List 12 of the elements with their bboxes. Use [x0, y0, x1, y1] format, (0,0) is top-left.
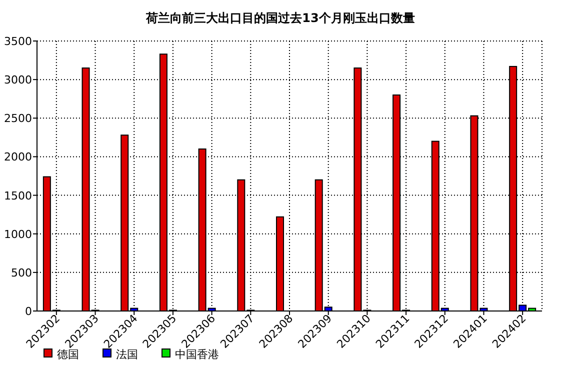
y-tick-label: 3500 [4, 35, 32, 48]
y-tick-label: 3000 [4, 74, 32, 87]
legend-label: 中国香港 [175, 348, 219, 361]
chart-title: 荷兰向前三大出口目的国过去13个月刚玉出口数量 [145, 11, 415, 25]
y-tick-label: 500 [11, 266, 32, 280]
y-tick-label: 0 [25, 305, 32, 318]
y-tick-label: 1000 [4, 228, 32, 241]
legend-label: 德国 [57, 348, 79, 361]
y-tick-label: 2500 [4, 112, 32, 126]
legend-label: 法国 [116, 348, 138, 361]
y-tick-label: 1500 [4, 189, 32, 202]
y-tick-label: 2000 [4, 150, 32, 164]
